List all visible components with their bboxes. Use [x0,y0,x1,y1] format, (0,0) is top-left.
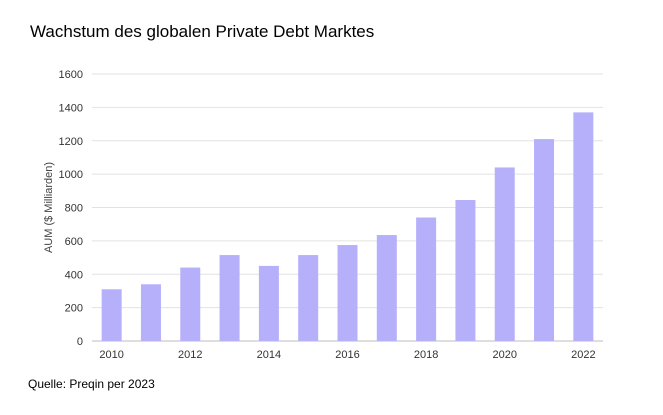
y-tick-label: 600 [65,236,83,248]
x-tick-label: 2022 [571,349,595,361]
bar-2017 [376,235,397,341]
y-tick-label: 1600 [59,69,83,81]
x-axis-ticks: 2010 2012 2014 2016 2018 2020 2022 [99,349,595,361]
y-tick-label: 1400 [59,102,83,114]
bar-2020 [494,167,515,341]
bar-2014 [258,265,279,341]
source-note: Quelle: Preqin per 2023 [28,377,155,391]
bar-2015 [298,255,319,341]
y-tick-label: 0 [77,336,83,348]
x-tick-label: 2012 [178,349,202,361]
chart-title: Wachstum des globalen Private Debt Markt… [30,22,375,41]
bar-2019 [455,199,476,341]
bar-2021 [534,139,555,341]
bars [101,112,594,341]
bar-2013 [219,255,240,341]
y-tick-label: 800 [65,203,83,215]
x-tick-label: 2020 [492,349,516,361]
y-axis-title: AUM ($ Milliarden) [43,162,55,253]
y-tick-label: 1000 [59,169,83,181]
bar-2011 [140,284,161,341]
bar-2010 [101,289,122,341]
bar-2018 [416,217,437,341]
x-tick-label: 2014 [257,349,281,361]
x-tick-label: 2018 [414,349,438,361]
y-tick-label: 200 [65,303,83,315]
y-axis-ticks: 0 200 400 600 800 1000 1200 1400 1600 [59,69,83,348]
y-tick-label: 400 [65,269,83,281]
x-tick-label: 2010 [99,349,123,361]
bar-2022 [573,112,594,341]
bar-2016 [337,245,358,341]
bar-2012 [180,267,201,341]
x-tick-label: 2016 [335,349,359,361]
y-tick-label: 1200 [59,136,83,148]
